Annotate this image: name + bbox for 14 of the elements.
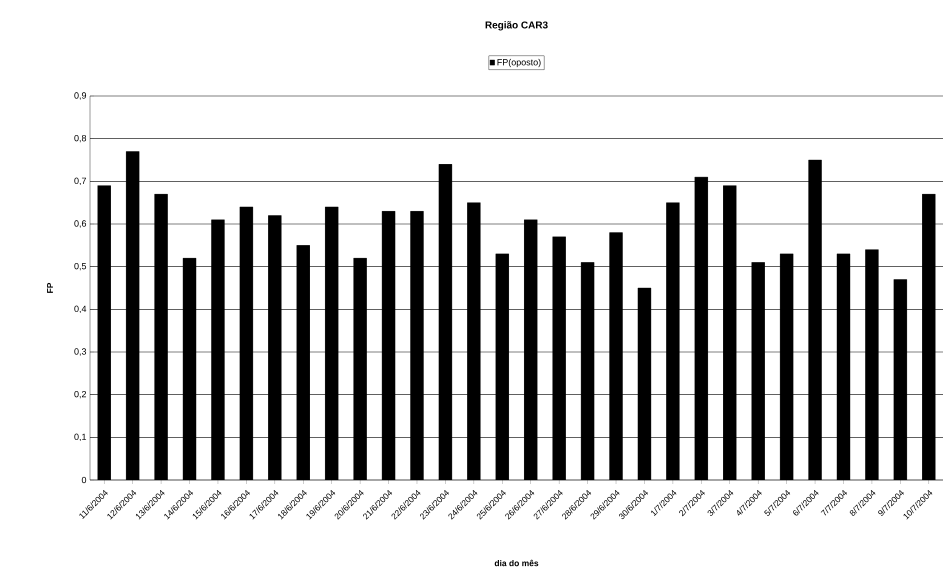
y-tick-label: 0,7 (74, 178, 86, 186)
legend-label: FP(oposto) (498, 58, 541, 68)
chart-title: Região CAR3 (486, 21, 548, 31)
y-tick-label: 0 (82, 476, 86, 484)
y-tick-label: 0,3 (74, 348, 86, 356)
y-tick-label: 0,9 (74, 92, 86, 100)
y-tick-label: 0,8 (74, 134, 86, 142)
y-axis-title: FP (47, 282, 53, 293)
y-tick-label: 0,2 (74, 390, 86, 398)
y-tick-label: 0,5 (74, 262, 86, 270)
y-tick-label: 0,1 (74, 434, 86, 442)
y-tick-label: 0,4 (74, 306, 86, 314)
x-axis-title: dia do mês (494, 560, 538, 566)
y-tick-label: 0,6 (74, 220, 86, 228)
